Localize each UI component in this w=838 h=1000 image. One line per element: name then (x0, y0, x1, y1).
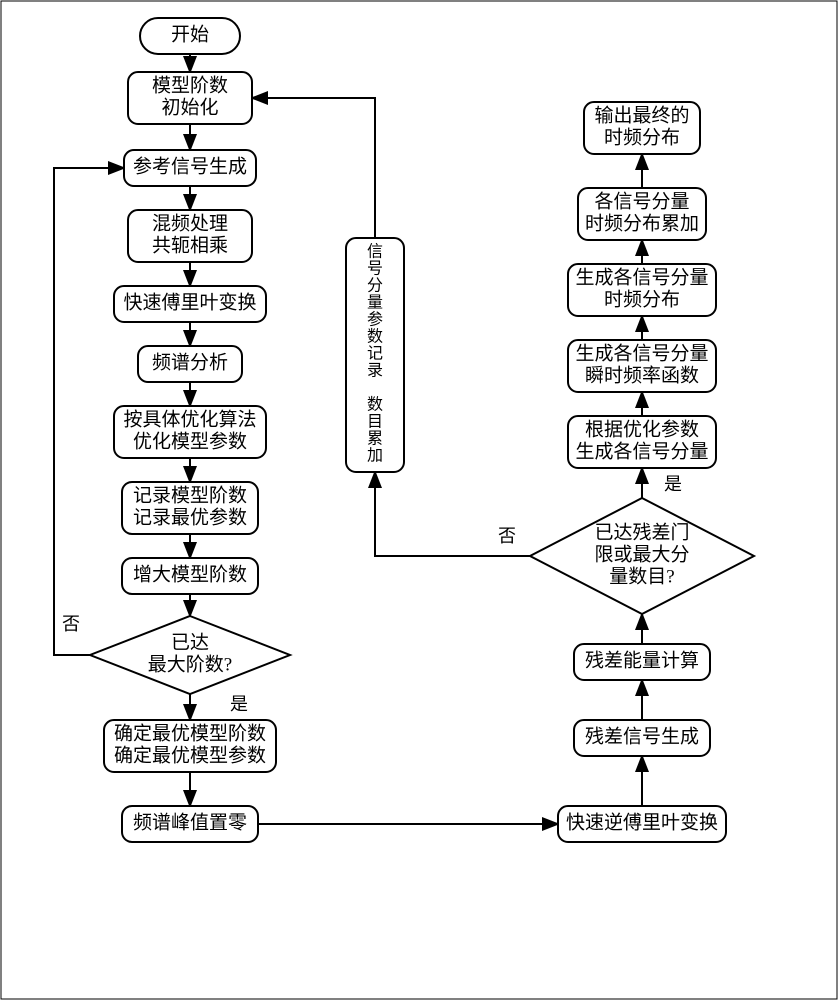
node-label: 时频分布累加 (585, 212, 699, 234)
node-label: 记 (367, 345, 383, 363)
node-label: 快速逆傅里叶变换 (566, 811, 718, 833)
node-label: 频谱峰值置零 (133, 811, 247, 833)
node-label: 按具体优化算法 (123, 408, 256, 430)
node-label: 限或最大分 (594, 543, 689, 565)
node-label: 已达残差门 (594, 521, 689, 543)
node-label: 已达 (171, 631, 209, 653)
node-label: 共轭相乘 (152, 234, 228, 256)
edge-label: 是 (664, 474, 682, 494)
node-label: 混频处理 (152, 212, 228, 234)
node-label: 量数目? (609, 565, 674, 587)
node-label: 数 (367, 328, 383, 346)
node-label: 加 (367, 447, 383, 465)
node-label: 目 (367, 414, 383, 431)
edge-label: 否 (498, 526, 516, 546)
node-label: 数 (367, 396, 383, 414)
flow-edge (54, 168, 124, 655)
node-label: 初始化 (161, 96, 218, 118)
node-label: 参考信号生成 (133, 155, 247, 177)
node-label: 模型阶数 (152, 74, 228, 96)
node-label: 分 (367, 277, 383, 295)
node-label: 开始 (171, 23, 209, 45)
node-label: 输出最终的 (594, 104, 689, 126)
flow-edge (252, 98, 375, 238)
node-label: 根据优化参数 (585, 418, 699, 440)
node-label: 残差能量计算 (585, 649, 699, 671)
node-label: 频谱分析 (152, 351, 228, 373)
node-label: 记录最优参数 (133, 506, 247, 528)
node-label: 生成各信号分量 (575, 342, 708, 364)
node-label: 各信号分量 (594, 190, 689, 212)
node-label: 残差信号生成 (585, 725, 699, 747)
node-label: 累 (367, 431, 383, 448)
node-label: 生成各信号分量 (575, 440, 708, 462)
node-label: 参 (367, 311, 383, 329)
node-label: 时频分布 (604, 288, 680, 310)
node-label: 快速傅里叶变换 (123, 291, 256, 313)
node-label: 信 (367, 243, 383, 261)
node-label: 录 (367, 362, 383, 380)
node-label: 优化模型参数 (133, 430, 247, 452)
node-label: 生成各信号分量 (575, 266, 708, 288)
node-label: 瞬时频率函数 (585, 364, 699, 386)
edge-label: 否 (62, 614, 80, 634)
node-label: 确定最优模型阶数 (114, 722, 266, 744)
node-label: 号 (367, 260, 383, 278)
node-label: 时频分布 (604, 126, 680, 148)
node-label: 量 (367, 295, 383, 312)
node-label: 确定最优模型参数 (114, 744, 266, 766)
edge-label: 是 (230, 694, 248, 714)
node-label: 记录模型阶数 (133, 484, 247, 506)
node-label: 增大模型阶数 (133, 563, 247, 585)
flowchart-svg: 是否是否开始模型阶数初始化参考信号生成混频处理共轭相乘快速傅里叶变换频谱分析按具… (0, 0, 838, 1000)
node-label: 最大阶数? (148, 653, 232, 675)
